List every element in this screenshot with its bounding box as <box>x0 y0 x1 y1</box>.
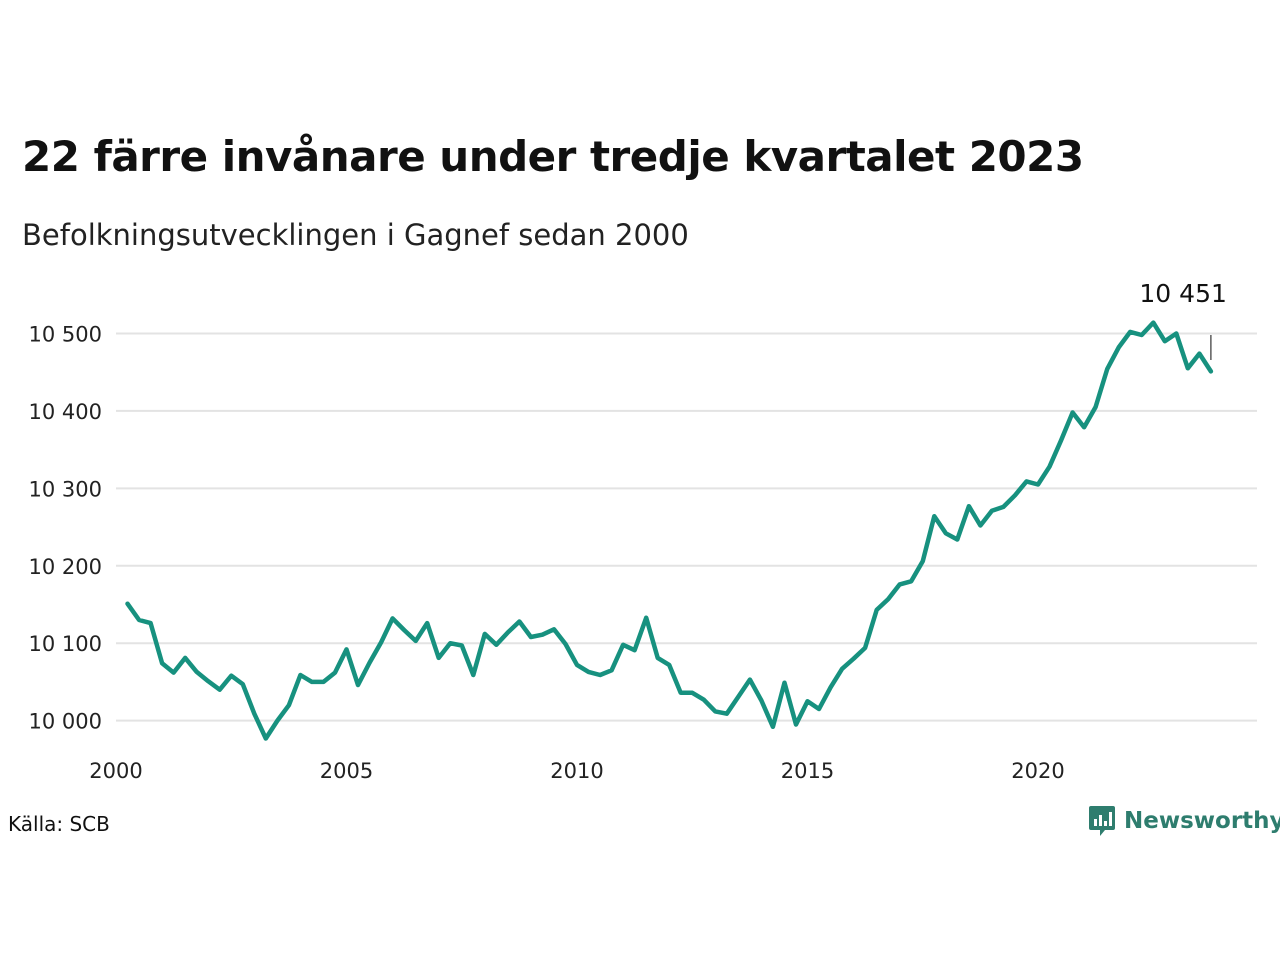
brand-name: Newsworthy <box>1124 808 1280 834</box>
y-tick-label: 10 400 <box>29 400 102 424</box>
y-tick-label: 10 500 <box>29 322 102 346</box>
y-tick-label: 10 100 <box>29 632 102 656</box>
x-tick-label: 2000 <box>89 759 142 783</box>
x-tick-label: 2005 <box>320 759 373 783</box>
y-tick-label: 10 200 <box>29 555 102 579</box>
y-tick-label: 10 000 <box>29 710 102 734</box>
x-tick-label: 2015 <box>781 759 834 783</box>
population-line <box>125 320 1214 741</box>
chart-speech-bubble-icon <box>1089 806 1115 836</box>
x-tick-label: 2020 <box>1011 759 1064 783</box>
chart-subtitle: Befolkningsutvecklingen i Gagnef sedan 2… <box>22 218 689 252</box>
newsworthy-logo: Newsworthy <box>1088 804 1280 838</box>
chart-title: 22 färre invånare under tredje kvartalet… <box>22 132 1084 181</box>
source-note: Källa: SCB <box>8 812 110 836</box>
end-value-label: 10 451 <box>1139 279 1226 308</box>
x-tick-label: 2010 <box>550 759 603 783</box>
y-tick-label: 10 300 <box>29 477 102 501</box>
